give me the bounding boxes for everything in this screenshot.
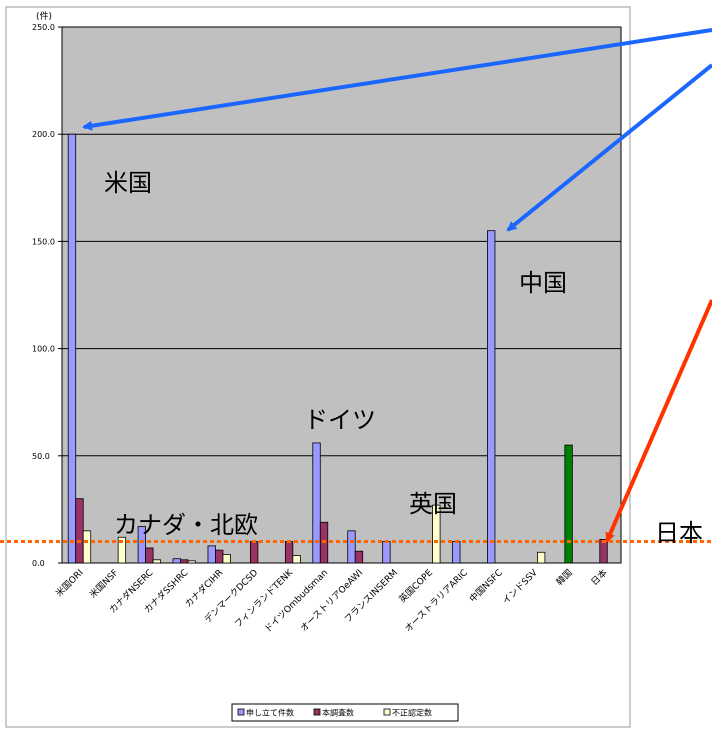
bar-申し立て件数-米国ORI (67, 133, 77, 564)
bar-申し立て件数-カナダNSERC (137, 526, 146, 564)
y-tick-label: 50.0 (32, 452, 50, 461)
bar-申し立て件数-カナダCIHR (207, 545, 216, 564)
bars (67, 133, 608, 564)
bar-不正認定数-カナダSSHRC (187, 560, 196, 564)
bar-申し立て件数-オーストリアOeAWI (347, 530, 356, 564)
legend-box (231, 703, 459, 722)
bar-本調査数-カナダCIHR (215, 549, 224, 564)
bar-申し立て件数-フランスINSERM (382, 541, 391, 564)
bar-不正認定数-英国COPE (432, 504, 441, 564)
bar-不正認定数-インドSSV (537, 551, 546, 564)
bar-不正認定数-フィンランドTENK (292, 555, 301, 564)
legend-label-misconduct: 不正認定数 (392, 708, 432, 718)
legend-label-investigations: 本調査数 (322, 708, 354, 718)
annotation-us: 米国 (104, 169, 152, 197)
y-tick-label: 150.0 (32, 237, 55, 246)
y-axis-unit-label: (件) (36, 10, 52, 22)
bar-本調査数-カナダSSHRC (180, 559, 189, 564)
legend-swatch-applications (237, 708, 245, 716)
bar-本調査数-米国ORI (75, 498, 84, 564)
bar-不正認定数-カナダCIHR (222, 554, 231, 564)
bar-本調査数-カナダNSERC (145, 547, 154, 564)
bar-不正認定数-米国NSF (117, 536, 127, 564)
y-tick-label: 100.0 (32, 345, 55, 354)
bar-不正認定数-米国ORI (82, 530, 92, 564)
bar-本調査数-日本 (599, 539, 608, 564)
bar-申し立て件数-中国NSFC (487, 230, 496, 564)
gridlines (62, 133, 621, 457)
annotation-uk: 英国 (409, 490, 457, 518)
annotation-germany: ドイツ (304, 406, 376, 434)
y-tick-label: 200.0 (32, 130, 55, 139)
y-tick-label: 0.0 (32, 559, 45, 568)
annotation-canada-nordic: カナダ・北欧 (114, 511, 258, 539)
y-axis-ticks: 0.0 50.0 100.0 150.0 200.0 250.0 (32, 23, 62, 568)
bar-韓国 (564, 444, 573, 564)
bar-申し立て件数-ドイツOmbudsman (312, 442, 321, 564)
arrow-to-japan (605, 299, 712, 543)
bar-不正認定数-カナダNSERC (152, 559, 161, 564)
y-tick-label: 250.0 (32, 23, 55, 32)
bar-本調査数-デンマークDCSD (250, 541, 259, 564)
arrow-to-us (82, 28, 712, 131)
bar-申し立て件数-オーストラリアARIC (452, 541, 461, 564)
annotation-japan: 日本 (655, 519, 703, 547)
legend-label-applications: 申し立て件数 (246, 708, 294, 718)
arrow-to-china (506, 63, 712, 232)
bar-本調査数-フィンランドTENK (284, 541, 294, 564)
legend-swatch-investigations (313, 708, 321, 716)
bar-本調査数-オーストリアOeAWI (354, 550, 364, 564)
bar-申し立て件数-カナダSSHRC (172, 558, 181, 564)
annotation-china: 中国 (519, 269, 567, 297)
legend-swatch-misconduct (383, 708, 391, 716)
